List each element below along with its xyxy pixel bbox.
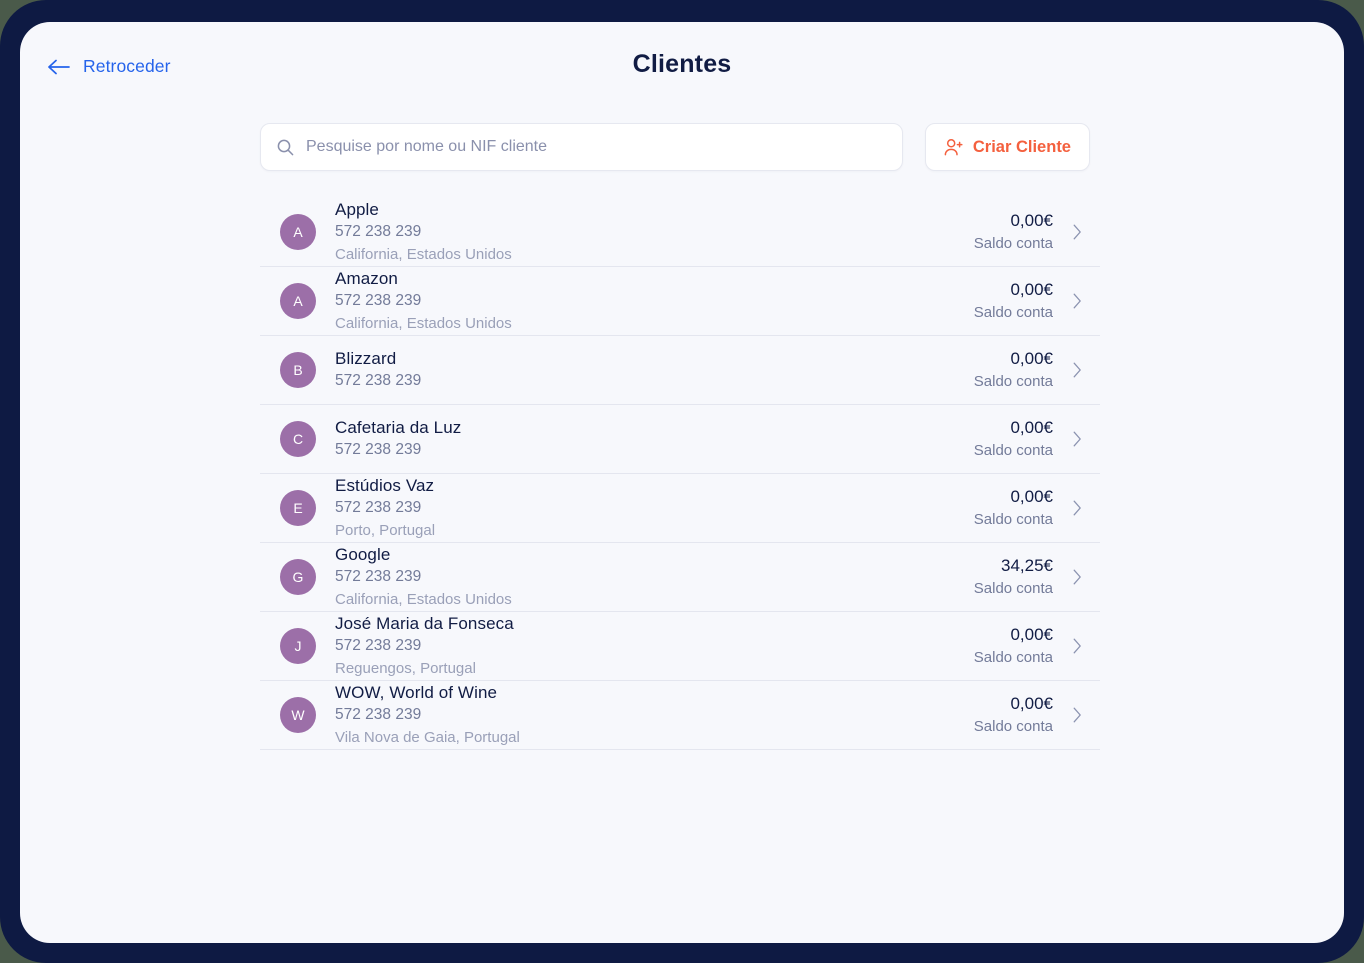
table-row[interactable]: A Amazon 572 238 239 California, Estados Un…	[260, 267, 1100, 336]
client-balance: 0,00€ Saldo conta	[974, 693, 1053, 737]
app-screen: Retroceder Clientes	[20, 22, 1344, 943]
avatar: B	[280, 352, 316, 388]
back-button[interactable]: Retroceder	[48, 56, 171, 77]
client-location: California, Estados Unidos	[335, 314, 512, 332]
balance-amount: 0,00€	[1010, 486, 1053, 506]
client-name: WOW, World of Wine	[335, 683, 498, 703]
client-balance: 34,25€ Saldo conta	[974, 555, 1053, 599]
client-name: Blizzard	[335, 349, 397, 369]
client-name: José Maria da Fonseca	[335, 614, 514, 634]
balance-amount: 0,00€	[1010, 624, 1053, 644]
chevron-right-icon[interactable]	[1073, 500, 1082, 516]
search-icon	[277, 139, 294, 156]
create-client-button[interactable]: Criar Cliente	[924, 123, 1090, 171]
balance-label: Saldo conta	[973, 649, 1053, 667]
balance-label: Saldo conta	[973, 235, 1053, 253]
balance-label: Saldo conta	[973, 511, 1053, 529]
client-nif: 572 238 239	[335, 567, 422, 585]
client-info: José Maria da Fonseca 572 238 239 Reguengo…	[335, 613, 974, 679]
chevron-right-icon[interactable]	[1073, 431, 1082, 447]
client-balance: 0,00€ Saldo conta	[974, 486, 1053, 530]
avatar: G	[280, 559, 316, 595]
client-nif: 572 238 239	[335, 440, 422, 458]
chevron-right-icon[interactable]	[1073, 569, 1082, 585]
page-title: Clientes	[632, 50, 732, 78]
search-box[interactable]	[260, 123, 903, 171]
client-balance: 0,00€ Saldo conta	[974, 279, 1053, 323]
avatar: A	[280, 283, 316, 319]
search-input[interactable]	[306, 138, 886, 156]
balance-amount: 0,00€	[1010, 279, 1053, 299]
toolbar: Criar Cliente	[260, 123, 1090, 171]
client-balance: 0,00€ Saldo conta	[974, 210, 1053, 254]
client-nif: 572 238 239	[335, 636, 422, 654]
table-row[interactable]: E Estúdios Vaz 572 238 239 Porto, Portugal 0…	[260, 474, 1100, 543]
client-nif: 572 238 239	[335, 291, 422, 309]
balance-label: Saldo conta	[973, 304, 1053, 322]
chevron-right-icon[interactable]	[1073, 638, 1082, 654]
client-nif: 572 238 239	[335, 371, 422, 389]
client-balance: 0,00€ Saldo conta	[974, 624, 1053, 668]
client-info: WOW, World of Wine 572 238 239 Vila Nova d…	[335, 682, 974, 748]
client-location: California, Estados Unidos	[335, 245, 512, 263]
chevron-right-icon[interactable]	[1073, 224, 1082, 240]
page-header: Retroceder Clientes	[20, 22, 1344, 96]
client-nif: 572 238 239	[335, 498, 422, 516]
arrow-left-icon	[48, 59, 70, 75]
balance-amount: 0,00€	[1010, 417, 1053, 437]
client-location: California, Estados Unidos	[335, 590, 512, 608]
table-row[interactable]: J José Maria da Fonseca 572 238 239 Regueng…	[260, 612, 1100, 681]
table-row[interactable]: G Google 572 238 239 California, Estados Un…	[260, 543, 1100, 612]
client-name: Estúdios Vaz	[335, 476, 435, 496]
balance-label: Saldo conta	[973, 580, 1053, 598]
avatar: A	[280, 214, 316, 250]
client-location: Reguengos, Portugal	[335, 659, 476, 677]
table-row[interactable]: A Apple 572 238 239 California, Estados Uni…	[260, 198, 1100, 267]
user-plus-icon	[944, 138, 963, 157]
balance-label: Saldo conta	[973, 373, 1053, 391]
client-info: Cafetaria da Luz 572 238 239	[335, 417, 974, 461]
client-nif: 572 238 239	[335, 222, 422, 240]
client-info: Estúdios Vaz 572 238 239 Porto, Portugal	[335, 475, 974, 541]
back-button-label: Retroceder	[83, 56, 171, 76]
chevron-right-icon[interactable]	[1073, 293, 1082, 309]
client-name: Apple	[335, 200, 379, 220]
table-row[interactable]: W WOW, World of Wine 572 238 239 Vila Nova …	[260, 681, 1100, 750]
chevron-right-icon[interactable]	[1073, 707, 1082, 723]
client-name: Google	[335, 545, 391, 565]
chevron-right-icon[interactable]	[1073, 362, 1082, 378]
balance-label: Saldo conta	[973, 442, 1053, 460]
client-info: Google 572 238 239 California, Estados Uni…	[335, 544, 974, 610]
balance-label: Saldo conta	[973, 718, 1053, 736]
client-balance: 0,00€ Saldo conta	[974, 417, 1053, 461]
avatar: W	[280, 697, 316, 733]
client-location: Vila Nova de Gaia, Portugal	[335, 728, 520, 746]
client-info: Blizzard 572 238 239	[335, 348, 974, 392]
client-list: A Apple 572 238 239 California, Estados Uni…	[260, 198, 1100, 750]
client-name: Amazon	[335, 269, 398, 289]
table-row[interactable]: B Blizzard 572 238 239 0,00€ Saldo conta	[260, 336, 1100, 405]
balance-amount: 0,00€	[1010, 693, 1053, 713]
client-location: Porto, Portugal	[335, 521, 436, 539]
client-nif: 572 238 239	[335, 705, 422, 723]
client-balance: 0,00€ Saldo conta	[974, 348, 1053, 392]
balance-amount: 34,25€	[1001, 555, 1053, 575]
avatar: E	[280, 490, 316, 526]
table-row[interactable]: C Cafetaria da Luz 572 238 239 0,00€ Saldo c…	[260, 405, 1100, 474]
create-client-label: Criar Cliente	[972, 137, 1071, 156]
client-info: Apple 572 238 239 California, Estados Unid…	[335, 199, 974, 265]
balance-amount: 0,00€	[1010, 348, 1053, 368]
client-info: Amazon 572 238 239 California, Estados Uni…	[335, 268, 974, 334]
avatar: C	[280, 421, 316, 457]
client-name: Cafetaria da Luz	[335, 418, 462, 438]
balance-amount: 0,00€	[1010, 210, 1053, 230]
avatar: J	[280, 628, 316, 664]
